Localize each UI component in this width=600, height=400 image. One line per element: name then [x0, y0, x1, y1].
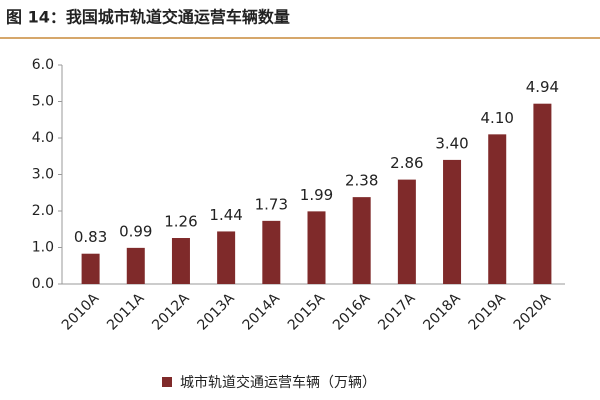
value-label: 1.99	[300, 186, 333, 204]
x-tick-label: 2014A	[240, 290, 284, 334]
value-label: 2.38	[345, 172, 378, 190]
x-tick-label: 2012A	[149, 290, 193, 334]
value-label: 4.10	[481, 109, 514, 127]
y-tick-label: 5.0	[32, 94, 54, 110]
bar	[397, 179, 416, 284]
value-label: 1.26	[164, 213, 197, 231]
value-label: 1.44	[209, 206, 242, 224]
bar	[533, 103, 552, 284]
value-label: 0.83	[74, 228, 107, 246]
bar	[488, 134, 507, 284]
bar	[307, 211, 326, 284]
bar	[171, 238, 190, 284]
x-tick-label: 2010A	[59, 290, 103, 334]
bar	[217, 231, 236, 284]
value-label: 2.86	[390, 154, 423, 172]
x-tick-label: 2015A	[285, 290, 329, 334]
x-tick-label: 2020A	[511, 290, 555, 334]
bar	[126, 247, 145, 284]
y-tick-label: 0.0	[32, 276, 54, 292]
x-tick-label: 2019A	[466, 290, 510, 334]
y-tick-label: 4.0	[32, 130, 54, 146]
legend-label: 城市轨道交通运营车辆（万辆）	[180, 374, 376, 391]
x-tick-label: 2016A	[330, 290, 374, 334]
y-tick-label: 2.0	[32, 203, 54, 219]
chart-title: 图 14：我国城市轨道交通运营车辆数量	[6, 8, 290, 27]
bar	[352, 197, 371, 284]
y-tick-label: 3.0	[32, 167, 54, 183]
value-label: 0.99	[119, 222, 152, 240]
y-tick-label: 1.0	[32, 240, 54, 256]
x-tick-label: 2013A	[195, 290, 239, 334]
value-label: 4.94	[526, 78, 559, 96]
y-tick-label: 6.0	[32, 57, 54, 73]
bar	[81, 253, 100, 284]
legend-swatch	[162, 377, 172, 387]
value-label: 3.40	[435, 134, 468, 152]
x-tick-label: 2018A	[420, 290, 464, 334]
bar	[262, 220, 281, 284]
x-tick-label: 2011A	[104, 290, 148, 334]
x-tick-label: 2017A	[375, 290, 419, 334]
bar	[443, 159, 462, 284]
value-label: 1.73	[255, 195, 288, 213]
